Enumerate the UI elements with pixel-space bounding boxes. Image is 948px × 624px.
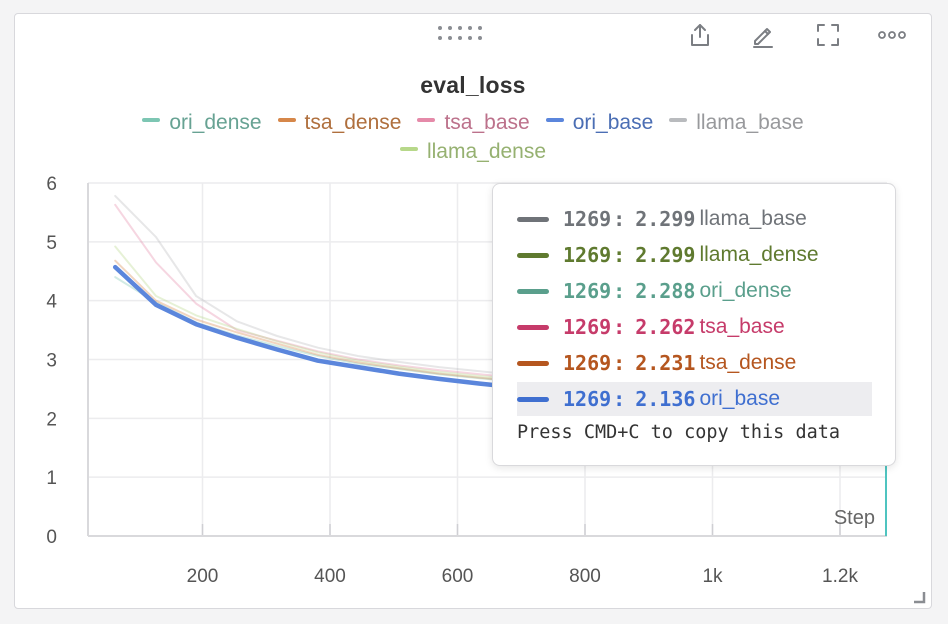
tooltip-series-name: llama_dense xyxy=(699,243,819,266)
series-line-ori_dense[interactable] xyxy=(114,276,521,383)
legend-item-llama_dense[interactable]: llama_dense xyxy=(399,137,547,166)
legend-label: ori_dense xyxy=(169,111,262,134)
x-axis-label: Step xyxy=(834,507,875,529)
series-line-llama_base[interactable] xyxy=(114,194,521,377)
tooltip-series-name: ori_dense xyxy=(699,279,792,302)
legend: ori_dense tsa_dense tsa_base ori_base llama_… xyxy=(80,108,866,166)
legend-item-tsa_dense[interactable]: tsa_dense xyxy=(277,108,402,137)
y-tick-label: 6 xyxy=(46,174,57,195)
legend-item-llama_base[interactable]: llama_base xyxy=(669,108,804,137)
x-tick-label: 1.2k xyxy=(822,566,858,587)
copy-hint: Press CMD+C to copy this data xyxy=(517,422,841,443)
more-icon[interactable] xyxy=(876,19,908,51)
tooltip-value: 2.262 xyxy=(635,315,696,339)
pencil-icon[interactable] xyxy=(747,19,779,51)
tooltip-row-tsa_dense: 1269:2.231 tsa_dense xyxy=(517,346,796,380)
tooltip-series-name: ori_base xyxy=(699,387,780,410)
x-tick-label: 400 xyxy=(314,566,346,587)
legend-swatch xyxy=(399,147,418,152)
tooltip-swatch xyxy=(517,324,549,330)
legend-label: ori_base xyxy=(572,111,654,134)
legend-item-tsa_base[interactable]: tsa_base xyxy=(417,108,530,137)
tooltip-row-llama_base: 1269:2.299 llama_base xyxy=(517,202,807,236)
tooltip-step: 1269 xyxy=(563,207,612,231)
hover-tooltip: 1269:2.299 llama_base 1269:2.299 llama_dens… xyxy=(492,183,896,466)
series-line-ori_base[interactable] xyxy=(112,264,523,390)
tooltip-step: 1269 xyxy=(563,387,612,411)
tooltip-value: 2.136 xyxy=(635,387,696,411)
legend-label: llama_base xyxy=(696,111,804,134)
tooltip-swatch xyxy=(517,288,549,294)
fullscreen-icon[interactable] xyxy=(812,19,844,51)
y-tick-label: 2 xyxy=(46,409,57,430)
x-tick-label: 200 xyxy=(187,566,219,587)
y-tick-label: 3 xyxy=(46,351,57,372)
tooltip-step: 1269 xyxy=(563,279,612,303)
tooltip-row-ori_base: 1269:2.136 ori_base xyxy=(517,382,872,416)
share-icon[interactable] xyxy=(684,19,716,51)
x-tick-label: 600 xyxy=(442,566,474,587)
resize-handle-icon[interactable] xyxy=(912,590,926,604)
tooltip-value: 2.288 xyxy=(635,279,696,303)
tooltip-value: 2.299 xyxy=(635,243,696,267)
tooltip-separator: : xyxy=(613,315,626,339)
tooltip-separator: : xyxy=(613,351,626,375)
x-tick-label: 800 xyxy=(569,566,601,587)
tooltip-value: 2.299 xyxy=(635,207,696,231)
legend-swatch xyxy=(545,118,564,123)
chart-title: eval_loss xyxy=(420,72,526,98)
tooltip-series-name: tsa_base xyxy=(699,315,785,338)
tooltip-row-tsa_base: 1269:2.262 tsa_base xyxy=(517,310,785,344)
y-tick-label: 5 xyxy=(46,233,57,254)
legend-item-ori_dense[interactable]: ori_dense xyxy=(142,108,262,137)
tooltip-series-name: llama_base xyxy=(699,207,807,230)
y-tick-label: 0 xyxy=(46,527,57,548)
y-tick-label: 4 xyxy=(46,292,57,313)
tooltip-step: 1269 xyxy=(563,351,612,375)
tooltip-swatch xyxy=(517,252,549,258)
tooltip-swatch xyxy=(517,396,549,402)
legend-item-ori_base[interactable]: ori_base xyxy=(545,108,654,137)
x-tick-label: 1k xyxy=(702,566,723,587)
tooltip-separator: : xyxy=(613,243,626,267)
tooltip-swatch xyxy=(517,360,549,366)
tooltip-value: 2.231 xyxy=(635,351,696,375)
tooltip-separator: : xyxy=(613,207,626,231)
series-line-tsa_dense[interactable] xyxy=(114,259,521,383)
drag-dots-icon[interactable] xyxy=(436,24,484,42)
tooltip-step: 1269 xyxy=(563,243,612,267)
tooltip-separator: : xyxy=(613,387,626,411)
y-tick-label: 1 xyxy=(46,468,57,489)
legend-swatch xyxy=(277,118,296,123)
tooltip-series-name: tsa_dense xyxy=(699,351,797,374)
series-line-tsa_base[interactable] xyxy=(114,203,521,380)
tooltip-row-ori_dense: 1269:2.288 ori_dense xyxy=(517,274,792,308)
legend-swatch xyxy=(142,118,161,123)
series-line-llama_dense[interactable] xyxy=(114,245,521,381)
legend-label: tsa_base xyxy=(444,111,530,134)
tooltip-swatch xyxy=(517,216,549,222)
legend-label: llama_dense xyxy=(426,140,547,163)
legend-swatch xyxy=(669,118,688,123)
tooltip-row-llama_dense: 1269:2.299 llama_dense xyxy=(517,238,819,272)
legend-label: tsa_dense xyxy=(304,111,402,134)
tooltip-step: 1269 xyxy=(563,315,612,339)
tooltip-separator: : xyxy=(613,279,626,303)
legend-swatch xyxy=(417,118,436,123)
